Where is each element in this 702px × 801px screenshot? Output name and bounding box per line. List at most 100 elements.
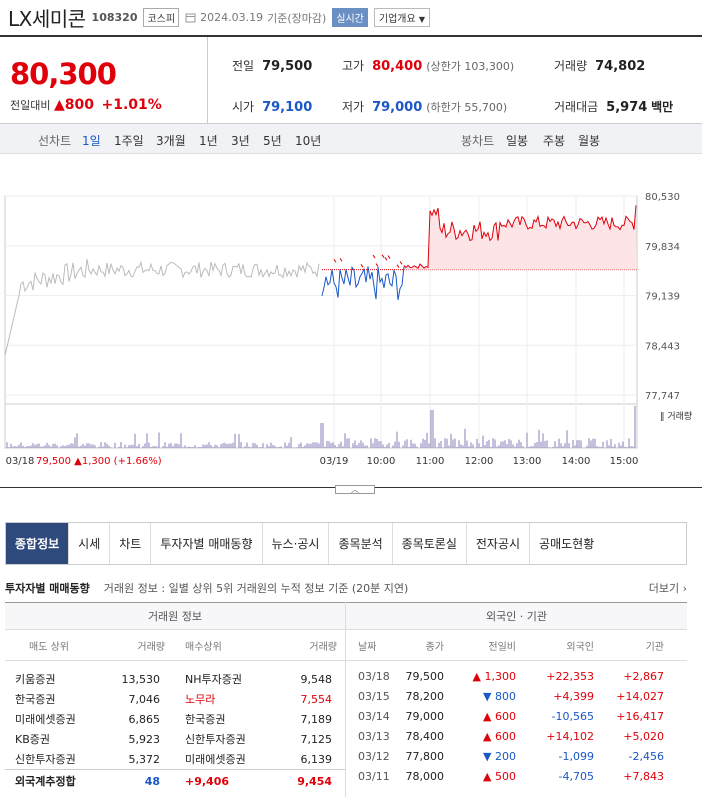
y-tick-label: 79,139 bbox=[645, 292, 680, 303]
broker-row: 한국증권 7,046 노무라 7,554 bbox=[5, 689, 345, 709]
today-up-line bbox=[403, 205, 637, 269]
sell-volume: 5,923 bbox=[128, 732, 161, 746]
basis-text: 기준(장마감) bbox=[267, 11, 327, 25]
y-tick-label: 79,834 bbox=[645, 242, 680, 253]
buy-broker[interactable]: 한국증권 bbox=[185, 713, 226, 726]
line-chart-label: 선차트 bbox=[38, 134, 72, 148]
foreign-row: 03/18 79,500 ▲ 1,300 +22,353 +2,867 bbox=[346, 666, 687, 686]
close-cell: 78,400 bbox=[405, 729, 445, 743]
close-cell: 78,200 bbox=[405, 689, 445, 703]
today-up-tick bbox=[360, 264, 364, 268]
tab-disclosure[interactable]: 전자공시 bbox=[467, 523, 531, 564]
range-10y[interactable]: 10년 bbox=[295, 134, 322, 148]
date-text: 2024.03.19 bbox=[200, 11, 264, 24]
x-tick-label: 11:00 bbox=[416, 456, 445, 467]
today-up-tick bbox=[387, 255, 391, 259]
company-info-dropdown[interactable]: 기업개요 ▼ bbox=[373, 8, 431, 27]
realtime-button[interactable]: 실시간 bbox=[332, 8, 368, 27]
change-cell: ▼ 800 bbox=[483, 689, 516, 703]
range-1d[interactable]: 1일 bbox=[82, 134, 101, 148]
y-tick-label: 77,747 bbox=[645, 391, 680, 402]
tab-summary[interactable]: 종합정보 bbox=[6, 523, 70, 564]
buy-broker[interactable]: 신한투자증권 bbox=[185, 733, 246, 746]
date-cell: 03/18 bbox=[358, 669, 390, 683]
sell-volume: 7,046 bbox=[128, 692, 161, 706]
change-pct: +1.01% bbox=[101, 97, 162, 113]
buy-broker[interactable]: NH투자증권 bbox=[185, 673, 242, 686]
more-link[interactable]: 더보기 › bbox=[648, 582, 687, 595]
institution-cell: +16,417 bbox=[616, 709, 664, 723]
close-cell: 79,000 bbox=[405, 709, 445, 723]
low-price: 저가 79,000 (하한가 55,700) bbox=[342, 100, 508, 115]
volume: 거래량 74,802 bbox=[554, 59, 646, 74]
candle-weekly[interactable]: 주봉 bbox=[543, 134, 566, 148]
sell-broker[interactable]: 미래에셋증권 bbox=[15, 713, 76, 726]
chart-toolbar: 선차트 1일 1주일 3개월 1년 3년 5년 10년 봉차트 일봉 주봉 월봉 bbox=[0, 124, 702, 154]
candle-monthly[interactable]: 월봉 bbox=[578, 134, 601, 148]
close-cell: 78,000 bbox=[405, 769, 445, 783]
prev-day-line bbox=[4, 259, 320, 356]
chevron-down-icon: ▼ bbox=[418, 15, 426, 24]
tab-chart[interactable]: 차트 bbox=[110, 523, 152, 564]
range-1w[interactable]: 1주일 bbox=[114, 134, 144, 148]
tab-discussion[interactable]: 종목토론실 bbox=[393, 523, 467, 564]
tab-quote[interactable]: 시세 bbox=[69, 523, 111, 564]
range-3y[interactable]: 3년 bbox=[231, 134, 250, 148]
current-price: 80,300 bbox=[10, 57, 117, 91]
price-chart[interactable]: 80,530 79,834 79,139 78,443 77,747 03/18 03/19… bbox=[0, 186, 702, 486]
today-up-tick bbox=[333, 258, 337, 263]
price-summary: 80,300 전일대비 ▲800 +1.01% 전일 79,500 고가 80,40… bbox=[0, 37, 702, 124]
stock-code: 108320 bbox=[91, 11, 138, 24]
today-up-tick bbox=[339, 257, 343, 262]
stock-name: LX세미콘 bbox=[8, 7, 86, 31]
broker-row: KB증권 5,923 신한투자증권 7,125 bbox=[5, 729, 345, 749]
broker-table-title: 거래원 정보 bbox=[5, 602, 345, 630]
section-desc: 거래원 정보 : 일별 상위 5위 거래원의 누적 정보 기준 (20분 지연) bbox=[103, 582, 409, 595]
tab-analysis[interactable]: 종목분석 bbox=[329, 523, 393, 564]
range-1y[interactable]: 1년 bbox=[199, 134, 218, 148]
chart-collapse-button[interactable]: ︿ bbox=[335, 485, 375, 494]
chevron-right-icon: › bbox=[682, 582, 687, 595]
x-tick-label: 14:00 bbox=[562, 456, 591, 467]
foreign-table-title: 외국인 · 기관 bbox=[346, 602, 687, 630]
date-cell: 03/12 bbox=[358, 749, 390, 763]
today-up-tick bbox=[384, 257, 388, 261]
tab-short-selling[interactable]: 공매도현황 bbox=[539, 537, 595, 551]
sell-broker[interactable]: KB증권 bbox=[15, 733, 50, 746]
range-5y[interactable]: 5년 bbox=[263, 134, 282, 148]
x-tick-label: 15:00 bbox=[610, 456, 639, 467]
high-price: 고가 80,400 (상한가 103,300) bbox=[342, 59, 515, 74]
volume-label: ‖ 거래량 bbox=[660, 410, 692, 422]
buy-broker[interactable]: 미래에셋증권 bbox=[185, 753, 246, 766]
candle-daily[interactable]: 일봉 bbox=[506, 134, 529, 148]
buy-broker[interactable]: 노무라 bbox=[185, 693, 216, 706]
buy-volume: 7,125 bbox=[300, 732, 333, 746]
change-cell: ▼ 200 bbox=[483, 749, 516, 763]
tab-news[interactable]: 뉴스·공시 bbox=[263, 523, 330, 564]
institution-cell: +2,867 bbox=[623, 669, 664, 683]
table-divider bbox=[345, 602, 346, 797]
close-cell: 79,500 bbox=[405, 669, 445, 683]
foreign-row: 03/15 78,200 ▼ 800 +4,399 +14,027 bbox=[346, 686, 687, 706]
sell-broker[interactable]: 신한투자증권 bbox=[15, 753, 76, 766]
sell-volume: 6,865 bbox=[128, 712, 161, 726]
institution-cell: +7,843 bbox=[623, 769, 664, 783]
prev-close: 전일 79,500 bbox=[232, 59, 313, 74]
broker-header-row: 매도 상위 거래량 매수상위 거래량 bbox=[5, 630, 345, 661]
foreign-row: 03/11 78,000 ▲ 500 -4,705 +7,843 bbox=[346, 766, 687, 786]
institution-cell: -2,456 bbox=[628, 749, 664, 763]
sell-volume: 5,372 bbox=[128, 752, 161, 766]
date-cell: 03/15 bbox=[358, 689, 390, 703]
today-up-tick bbox=[381, 254, 385, 258]
date-cell: 03/11 bbox=[358, 769, 390, 783]
sell-broker[interactable]: 한국증권 bbox=[15, 693, 56, 706]
tab-investor[interactable]: 투자자별 매매동향 bbox=[151, 523, 263, 564]
sell-volume: 13,530 bbox=[121, 672, 161, 686]
change-cell: ▲ 1,300 bbox=[472, 669, 516, 683]
price-change: 전일대비 ▲800 +1.01% bbox=[10, 97, 207, 113]
range-3m[interactable]: 3개월 bbox=[156, 134, 186, 148]
y-tick-label: 80,530 bbox=[645, 192, 680, 203]
today-up-tick bbox=[399, 261, 403, 265]
sell-broker[interactable]: 키움증권 bbox=[15, 673, 56, 686]
date-info: 2024.03.19 기준(장마감) bbox=[185, 10, 326, 26]
